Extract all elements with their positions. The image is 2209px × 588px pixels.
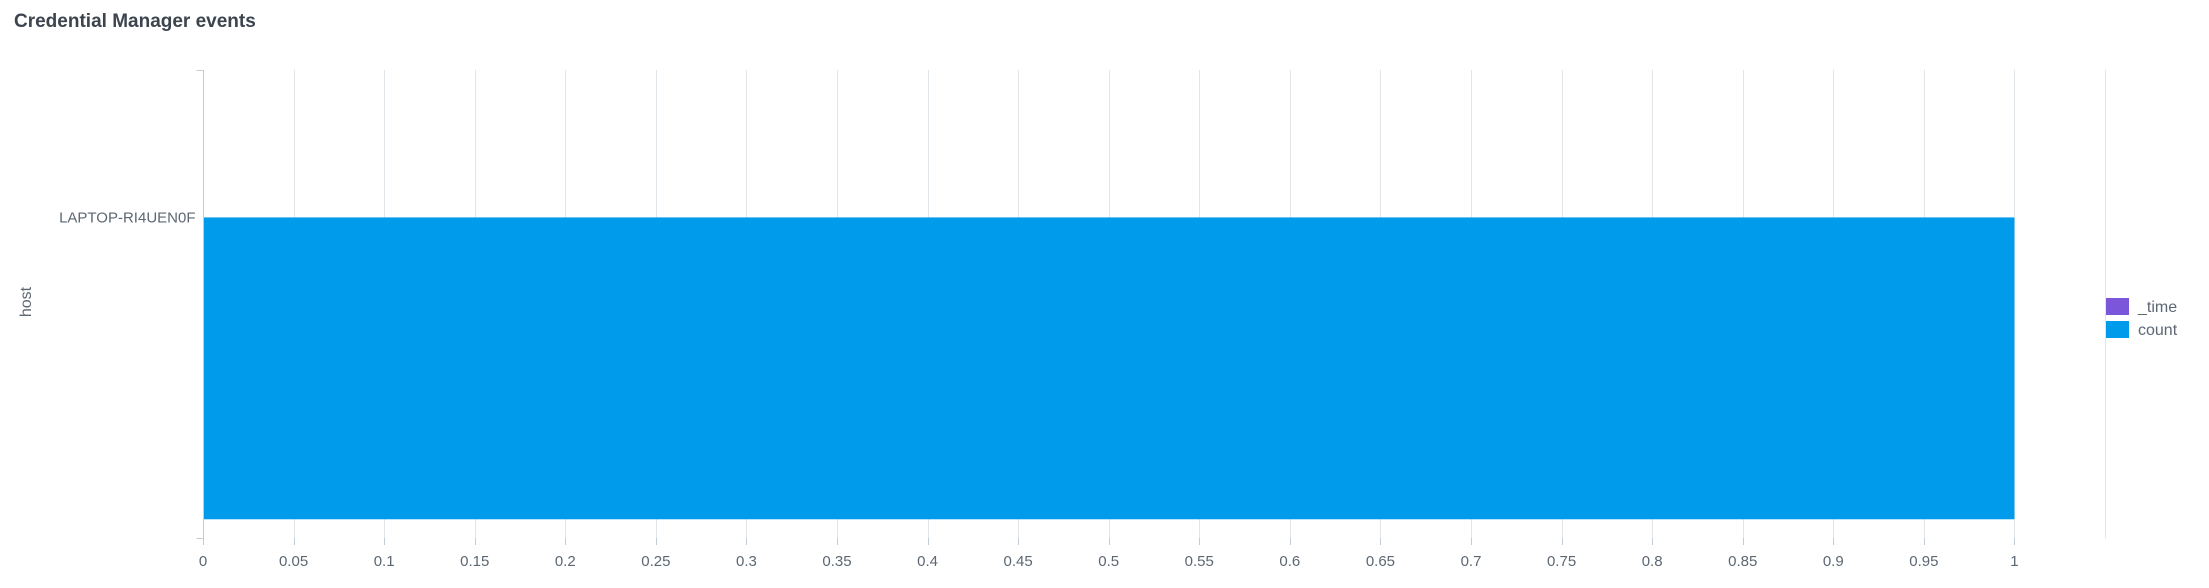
legend-swatch: [2106, 298, 2129, 315]
x-tick-label: 0.1: [374, 553, 395, 570]
x-tick-label: 0.4: [917, 553, 938, 570]
bar-count[interactable]: [204, 217, 2015, 520]
bars: [204, 217, 2015, 520]
legend-label: count: [2138, 322, 2178, 339]
y-axis-title: host: [18, 286, 35, 317]
x-tick-label: 0.55: [1185, 553, 1214, 570]
x-tick-label: 0.05: [279, 553, 308, 570]
x-tick-label: 0.65: [1366, 553, 1395, 570]
x-tick-label: 0.6: [1279, 553, 1300, 570]
axes: [196, 70, 2015, 545]
panel-title: Credential Manager events: [14, 11, 256, 32]
legend-item-time[interactable]: _time: [2106, 298, 2177, 316]
x-tick-label: 0.85: [1728, 553, 1757, 570]
x-tick-label: 0.2: [555, 553, 576, 570]
x-tick-label: 0.15: [460, 553, 489, 570]
legend-item-count[interactable]: count: [2106, 321, 2178, 339]
x-tick-label: 0.9: [1823, 553, 1844, 570]
x-tick-label: 0.8: [1642, 553, 1663, 570]
x-tick-label: 0.45: [1004, 553, 1033, 570]
legend-label: _time: [2137, 299, 2177, 316]
category-label: LAPTOP-RI4UEN0F: [59, 209, 195, 226]
x-tick-label: 0.7: [1461, 553, 1482, 570]
x-tick-label: 1: [2010, 553, 2018, 570]
x-tick-label: 0.75: [1547, 553, 1576, 570]
x-tick-label: 0.95: [1909, 553, 1938, 570]
x-tick-label: 0: [199, 553, 207, 570]
x-tick-label: 0.25: [641, 553, 670, 570]
x-tick-label: 0.3: [736, 553, 757, 570]
tick-labels: LAPTOP-RI4UEN0F 0 0.05 0.1 0.15 0.2 0.25 0.3 0.3…: [18, 209, 2019, 570]
legend-swatch: [2106, 321, 2129, 338]
x-tick-label: 0.35: [822, 553, 851, 570]
x-tick-label: 0.5: [1098, 553, 1119, 570]
